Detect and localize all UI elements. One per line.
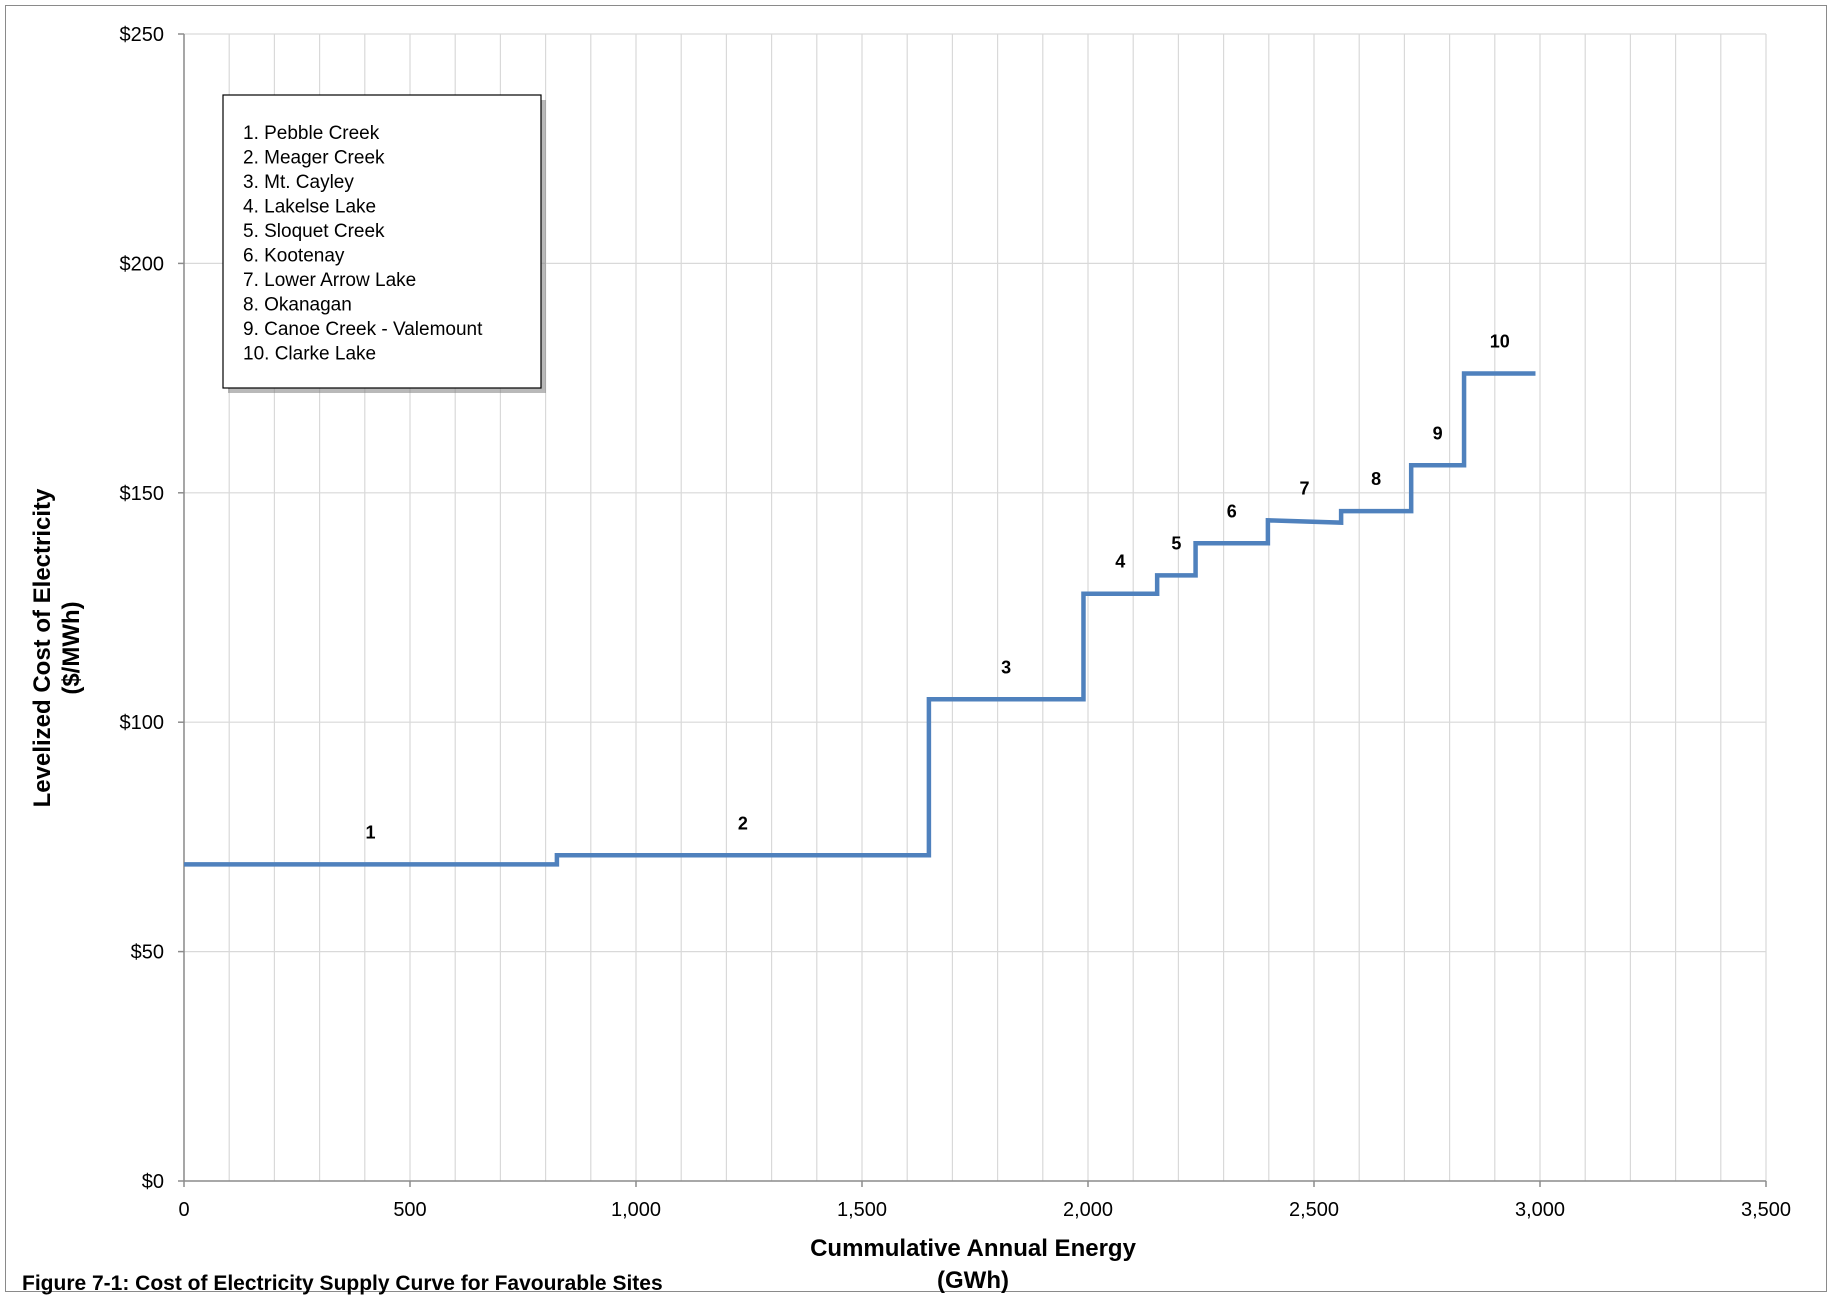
y-tick-label: $0 — [142, 1171, 164, 1193]
step-label: 7 — [1300, 478, 1310, 498]
x-tick-label: 1,000 — [611, 1199, 661, 1221]
x-tick-label: 2,500 — [1289, 1199, 1339, 1221]
figure-caption: Figure 7-1: Cost of Electricity Supply C… — [22, 1272, 663, 1295]
legend-entry: 8. Okanagan — [243, 295, 352, 316]
legend-entry: 2. Meager Creek — [243, 148, 385, 169]
step-label: 10 — [1490, 332, 1510, 352]
y-tick-label: $50 — [131, 942, 164, 964]
legend: 1. Pebble Creek 2. Meager Creek 3. Mt. Cay… — [222, 94, 546, 393]
step-label: 5 — [1171, 533, 1181, 553]
legend-box — [222, 94, 542, 389]
x-tick-label: 0 — [178, 1199, 189, 1221]
step-label: 9 — [1433, 423, 1443, 443]
y-axis-title: Levelized Cost of Electricity — [29, 488, 56, 807]
legend-entry: 5. Sloquet Creek — [243, 221, 385, 242]
x-tick-label: 500 — [393, 1199, 426, 1221]
x-tick-label: 3,000 — [1515, 1199, 1565, 1221]
y-tick-label: $150 — [120, 483, 165, 505]
legend-entry: 3. Mt. Cayley — [243, 172, 354, 193]
supply-curve-line — [184, 371, 1536, 867]
y-tick-label: $250 — [120, 24, 165, 46]
legend-entry: 4. Lakelse Lake — [243, 197, 376, 218]
step-label: 6 — [1227, 501, 1237, 521]
step-label: 8 — [1371, 469, 1381, 489]
x-tick-label: 2,000 — [1063, 1199, 1113, 1221]
step-label: 4 — [1115, 552, 1125, 572]
x-axis-unit: (GWh) — [937, 1267, 1009, 1294]
step-label: 2 — [738, 813, 748, 833]
legend-entry: 6. Kootenay — [243, 246, 345, 267]
y-tick-label: $200 — [120, 253, 165, 275]
y-axis-unit: ($/MWh) — [58, 601, 85, 694]
y-tick-label: $100 — [120, 712, 165, 734]
legend-entry: 9. Canoe Creek - Valemount — [243, 319, 483, 340]
x-axis-title: Cummulative Annual Energy — [810, 1235, 1136, 1262]
step-label: 3 — [1001, 657, 1011, 677]
x-tick-label: 3,500 — [1741, 1199, 1791, 1221]
x-tick-label: 1,500 — [837, 1199, 887, 1221]
step-label: 1 — [365, 822, 375, 842]
legend-entry: 7. Lower Arrow Lake — [243, 270, 416, 291]
legend-entry: 1. Pebble Creek — [243, 123, 380, 144]
legend-entry: 10. Clarke Lake — [243, 344, 376, 365]
